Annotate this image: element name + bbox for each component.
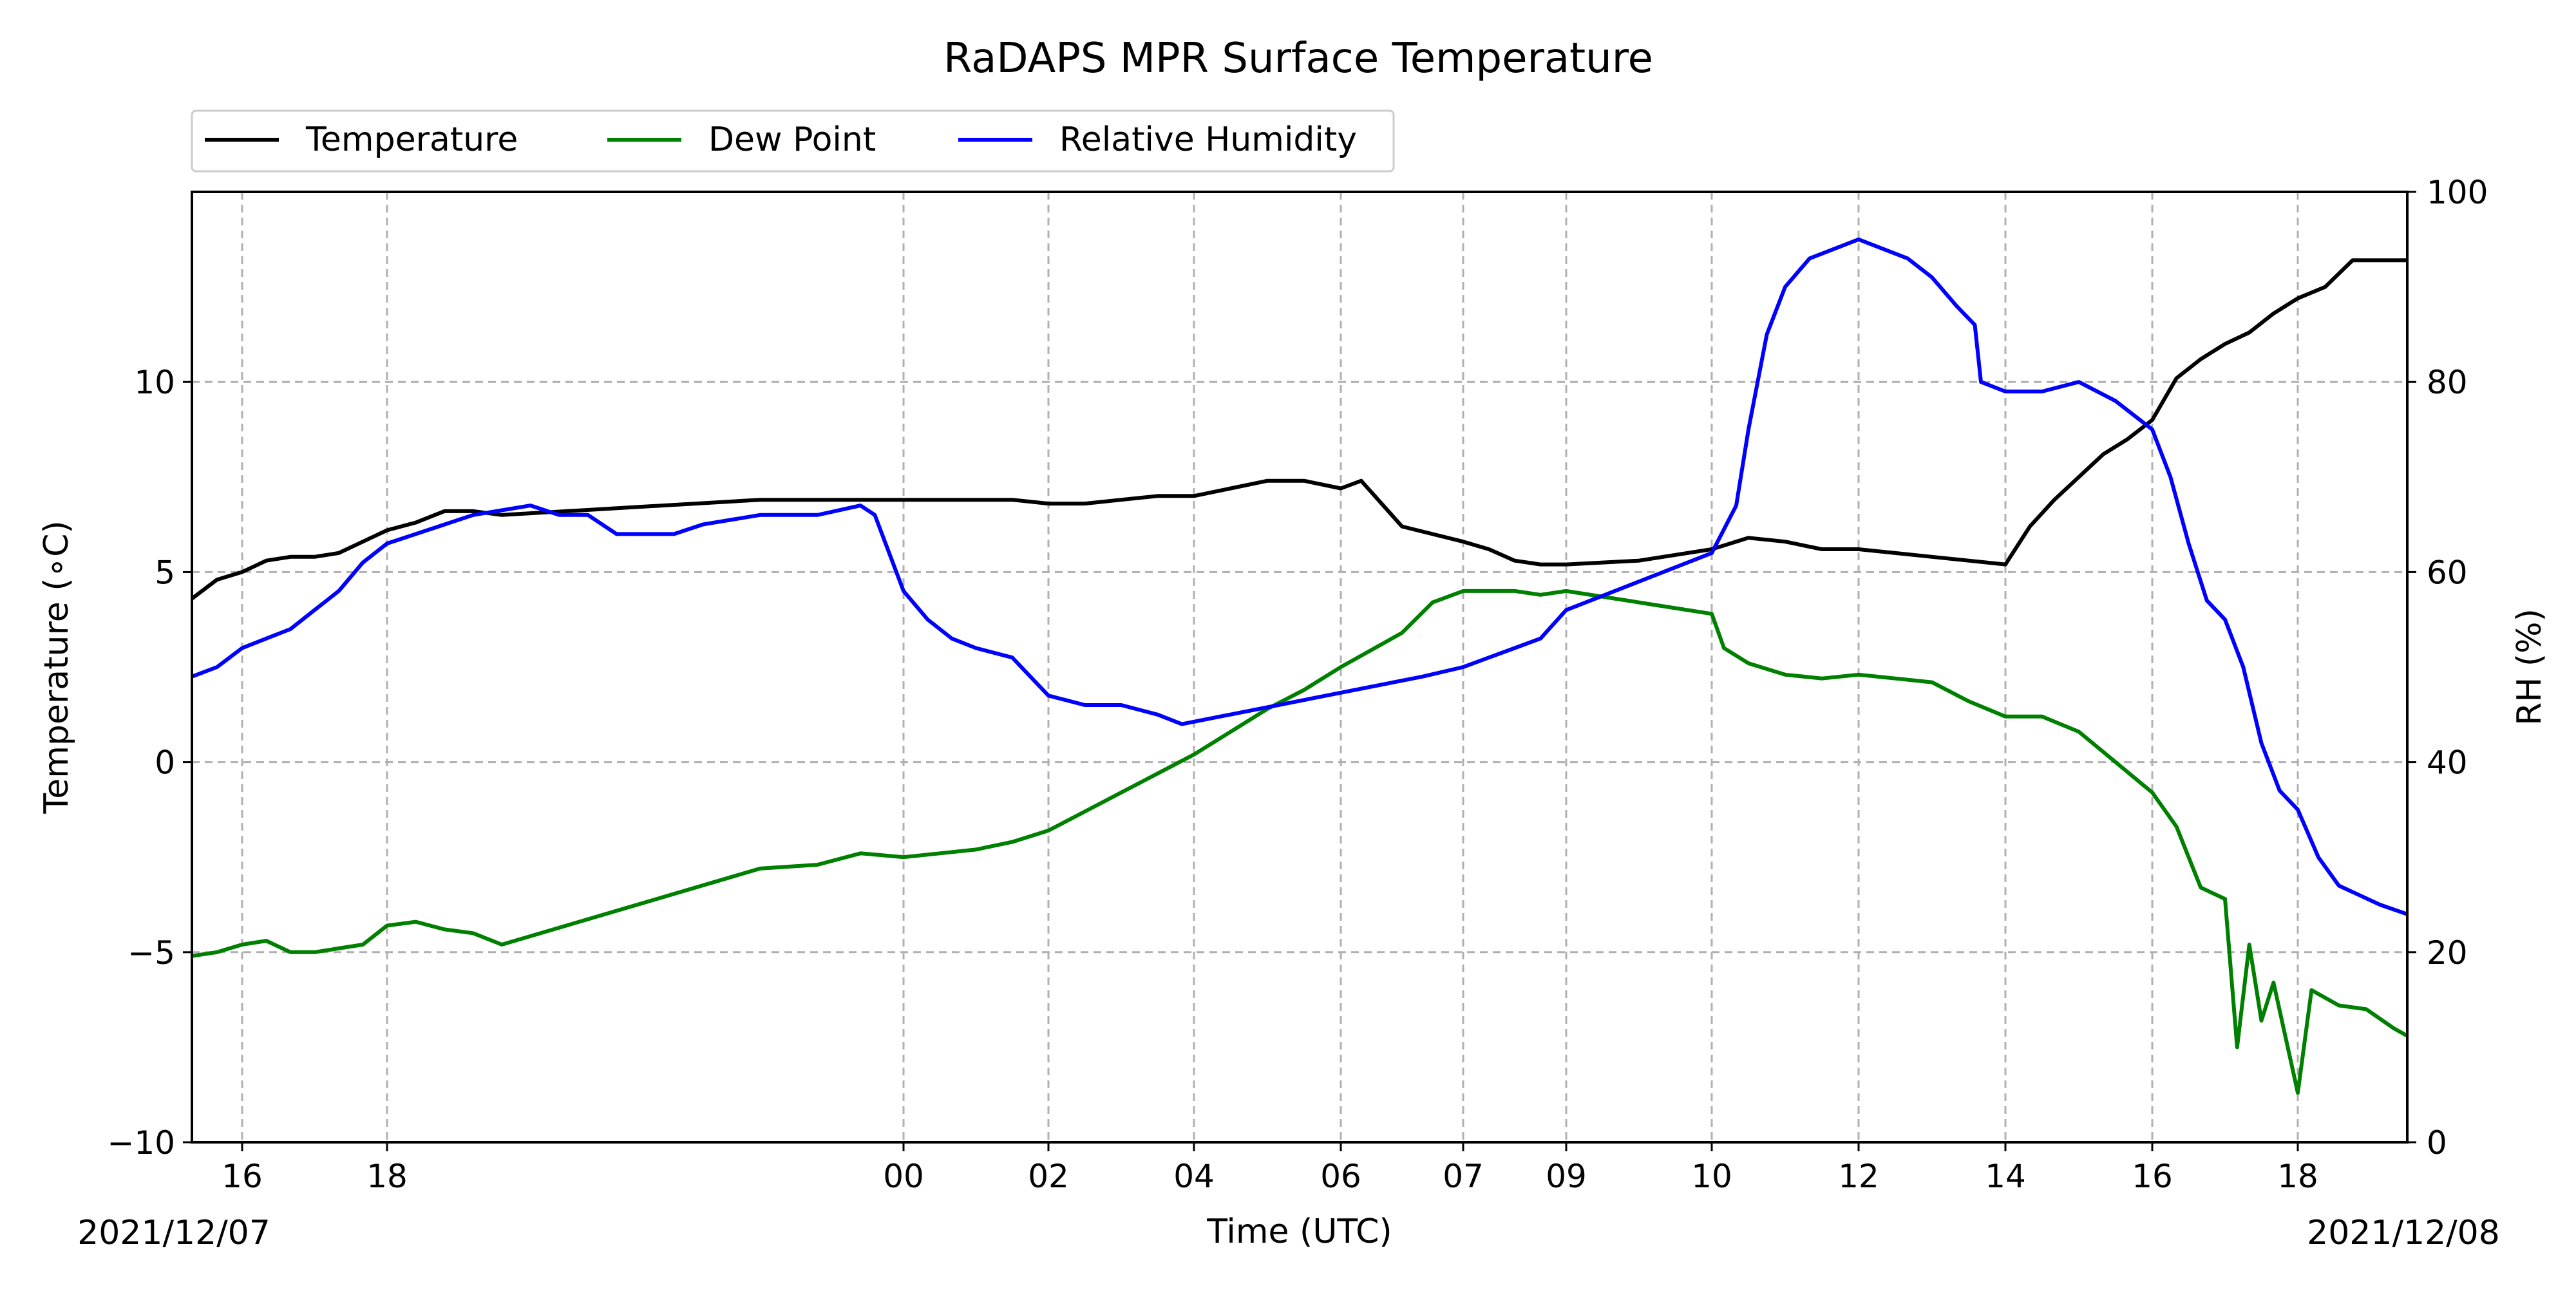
y-tick-label-left: −10 — [107, 1124, 175, 1162]
x-tick-label: 16 — [222, 1158, 263, 1195]
y-tick-label-right: 40 — [2427, 744, 2468, 782]
y-tick-label-right: 100 — [2427, 174, 2488, 211]
y-axis-label-right: RH (%) — [2510, 608, 2549, 726]
x-tick-label: 09 — [1546, 1158, 1587, 1195]
x-tick-label: 14 — [1985, 1158, 2026, 1195]
x-tick-label: 02 — [1028, 1158, 1069, 1195]
y-tick-label-left: 0 — [155, 744, 175, 782]
x-tick-label: 18 — [2277, 1158, 2318, 1195]
legend: Temperature Dew Point Relative Humidity — [191, 109, 1395, 173]
y-tick-label-right: 80 — [2427, 364, 2468, 401]
x-tick-label: 12 — [1838, 1158, 1879, 1195]
temperature-line — [191, 258, 2407, 601]
date-end-label: 2021/12/08 — [2307, 1214, 2500, 1252]
y-tick-label-left: −5 — [128, 934, 175, 972]
y-tick-label-left: 5 — [155, 554, 175, 591]
relative-humidity-line — [191, 237, 2408, 916]
plot-frame — [191, 191, 2409, 1144]
grid — [192, 192, 2407, 1144]
y-axis-label-left: Temperature (∘C) — [37, 520, 76, 814]
legend-frame — [191, 109, 1395, 173]
plot-lines — [191, 237, 2409, 1095]
legend-label-dew-point: Dew Point — [708, 120, 876, 159]
y-tick-label-right: 0 — [2427, 1124, 2447, 1162]
legend-label-relative-humidity: Relative Humidity — [1059, 120, 1357, 159]
ticks: 16 18 00 02 04 06 07 09 10 12 14 16 18−10−5051002040… — [107, 174, 2488, 1195]
x-tick-label: 10 — [1691, 1158, 1732, 1195]
x-tick-label: 16 — [2132, 1158, 2173, 1195]
y-tick-label-right: 60 — [2427, 554, 2468, 591]
x-tick-label: 07 — [1443, 1158, 1484, 1195]
x-tick-label: 00 — [883, 1158, 924, 1195]
y-tick-label-left: 10 — [134, 364, 175, 401]
x-tick-label: 04 — [1173, 1158, 1215, 1195]
x-axis-label: Time (UTC) — [1206, 1212, 1392, 1251]
x-tick-label: 06 — [1320, 1158, 1361, 1195]
chart-title: RaDAPS MPR Surface Temperature — [943, 35, 1653, 82]
date-start-label: 2021/12/07 — [77, 1214, 270, 1252]
dew-point-line — [191, 589, 2409, 1095]
x-tick-label: 18 — [366, 1158, 408, 1195]
legend-label-temperature: Temperature — [305, 120, 518, 159]
y-tick-label-right: 20 — [2427, 934, 2468, 972]
